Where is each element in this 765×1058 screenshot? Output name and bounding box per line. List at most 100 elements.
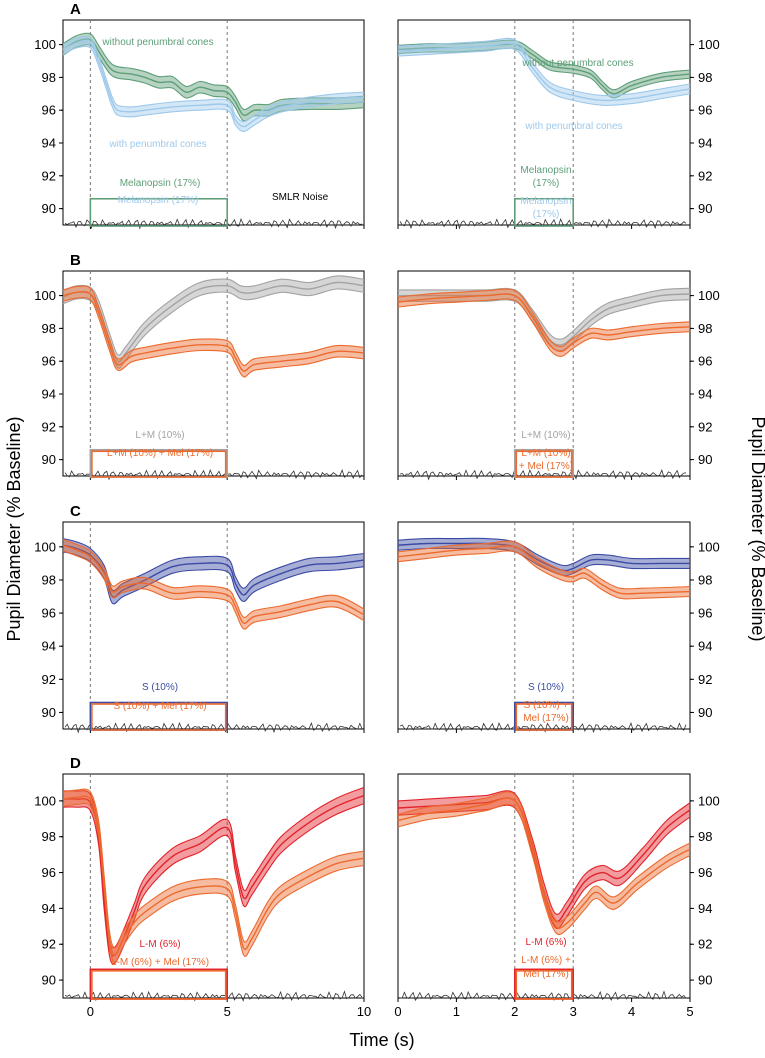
series-annotation: Mel (17%) [523, 969, 569, 980]
plot-frame [62, 270, 365, 477]
series-band [63, 36, 364, 132]
y-axis-title-left: Pupil Diameter (% Baseline) [4, 416, 24, 641]
plot-frame [62, 19, 365, 226]
series-edge-line [397, 47, 691, 106]
series-edge-line [397, 540, 691, 590]
series-edge-line [62, 550, 365, 630]
y-tick-label: 96 [698, 606, 712, 621]
stimulus-box [515, 970, 573, 1000]
y-tick-label: 100 [698, 539, 720, 554]
stimulus-box [91, 450, 227, 478]
series-line [397, 797, 691, 923]
x-tick-label: 4 [628, 1004, 635, 1019]
series-annotation: S (10%) + Mel (17%) [113, 701, 206, 712]
series-annotation: L+M (10%) [521, 448, 570, 459]
series-annotation: L+M (10%) [135, 430, 184, 441]
y-tick-label: 100 [698, 37, 720, 52]
series-line [62, 40, 365, 128]
smlr-noise-trace [64, 217, 363, 230]
series-annotation: L-M (6%) + Mel (17%) [111, 957, 209, 968]
y-tick-label: 90 [698, 705, 712, 720]
series-band [63, 787, 364, 964]
y-tick-label: 98 [42, 321, 56, 336]
panel-C-left: C 90 92 94 96 98 100 S (10%) S (10%) + Mel (17%) [34, 503, 365, 734]
y-tick-label: 96 [698, 354, 712, 369]
panel-B-right: 90 92 94 96 98 100 L+M (10%) L+M (10%) + Mel (17… [397, 270, 720, 481]
series-edge-line [62, 538, 365, 592]
y-tick-label: 96 [698, 865, 712, 880]
series-annotation: without penumbral cones [521, 58, 633, 69]
series-edge-line [397, 298, 691, 357]
y-tick-label: 98 [698, 321, 712, 336]
series-edge-line [397, 47, 691, 99]
series-edge-line [62, 45, 365, 133]
series-annotation: L-M (6%) [139, 939, 180, 950]
x-tick-label: 1 [453, 1004, 460, 1019]
y-tick-label: 94 [42, 639, 56, 654]
series-line [62, 291, 365, 372]
series-line [62, 795, 365, 956]
series-annotation: S (10%) + [524, 700, 569, 711]
series-annotation: S (10%) [142, 682, 178, 693]
y-tick-label: 96 [42, 103, 56, 118]
y-tick-label: 96 [42, 606, 56, 621]
y-tick-label: 96 [42, 865, 56, 880]
panel-letter-B: B [70, 252, 81, 269]
x-tick-label: 5 [686, 1004, 693, 1019]
series-band [63, 275, 364, 369]
series-line [397, 545, 691, 595]
series-annotation: + Mel (17%) [519, 461, 573, 472]
series-edge-line [397, 287, 691, 340]
stimulus-box [91, 703, 227, 731]
y-tick-label: 98 [698, 70, 712, 85]
panel-C-right: 90 92 94 96 98 100 S (10%) S (10%) + Mel (17%) [397, 521, 720, 734]
y-tick-label: 98 [698, 829, 712, 844]
series-band [398, 288, 690, 351]
y-tick-label: 96 [698, 103, 712, 118]
series-band [398, 790, 690, 929]
series-edge-line [62, 538, 365, 619]
y-tick-label: 94 [42, 901, 56, 916]
plot-frame [397, 19, 691, 226]
x-tick-label: 10 [357, 1004, 371, 1019]
smlr-noise-trace [399, 990, 687, 1002]
series-annotation: without penumbral cones [101, 37, 213, 48]
series-band [63, 538, 364, 604]
series-annotation: (17%) [533, 178, 560, 189]
series-line [397, 42, 691, 102]
x-tick-label: 3 [570, 1004, 577, 1019]
y-tick-label: 98 [698, 572, 712, 587]
y-tick-label: 90 [42, 973, 56, 988]
x-tick-label: 0 [87, 1004, 94, 1019]
series-edge-line [62, 275, 365, 356]
smlr-noise-trace [399, 217, 687, 230]
series-annotation: Mel (17%) [523, 713, 569, 724]
y-tick-label: 90 [42, 201, 56, 216]
series-edge-line [62, 297, 365, 378]
series-edge-line [397, 790, 691, 915]
y-tick-label: 94 [698, 901, 712, 916]
y-tick-label: 90 [698, 201, 712, 216]
series-annotation: L+M (10%) + Mel (17%) [107, 448, 213, 459]
series-annotation: (17%) [533, 209, 560, 220]
panel-letter-A: A [70, 1, 81, 18]
series-line [62, 281, 365, 363]
series-line [62, 544, 365, 624]
y-tick-label: 92 [42, 168, 56, 183]
y-tick-label: 100 [34, 288, 56, 303]
series-edge-line [62, 32, 365, 111]
series-line [62, 544, 365, 598]
y-tick-label: 92 [698, 937, 712, 952]
series-annotation: L-M (6%) [525, 937, 566, 948]
x-tick-label: 0 [394, 1004, 401, 1019]
y-tick-label: 90 [698, 452, 712, 467]
series-line [397, 293, 691, 353]
series-line [398, 293, 691, 346]
series-edge-line [397, 803, 691, 936]
y-tick-label: 94 [698, 639, 712, 654]
series-annotation: Melanopsin [520, 196, 571, 207]
y-tick-label: 92 [698, 419, 712, 434]
series-band [398, 791, 690, 935]
series-annotation: Melanopsin [520, 165, 571, 176]
plot-frame [397, 773, 691, 999]
